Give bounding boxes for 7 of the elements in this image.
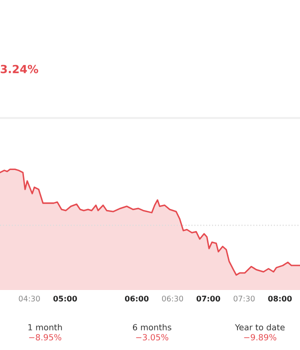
chart-title: 3.24% xyxy=(0,64,38,74)
text: 6 months xyxy=(132,324,172,330)
text: −8.95% xyxy=(29,334,62,340)
text: 1 month xyxy=(28,324,62,330)
text: Year to date xyxy=(234,324,285,330)
text: −9.89% xyxy=(244,334,276,340)
text: −3.05% xyxy=(136,334,168,340)
